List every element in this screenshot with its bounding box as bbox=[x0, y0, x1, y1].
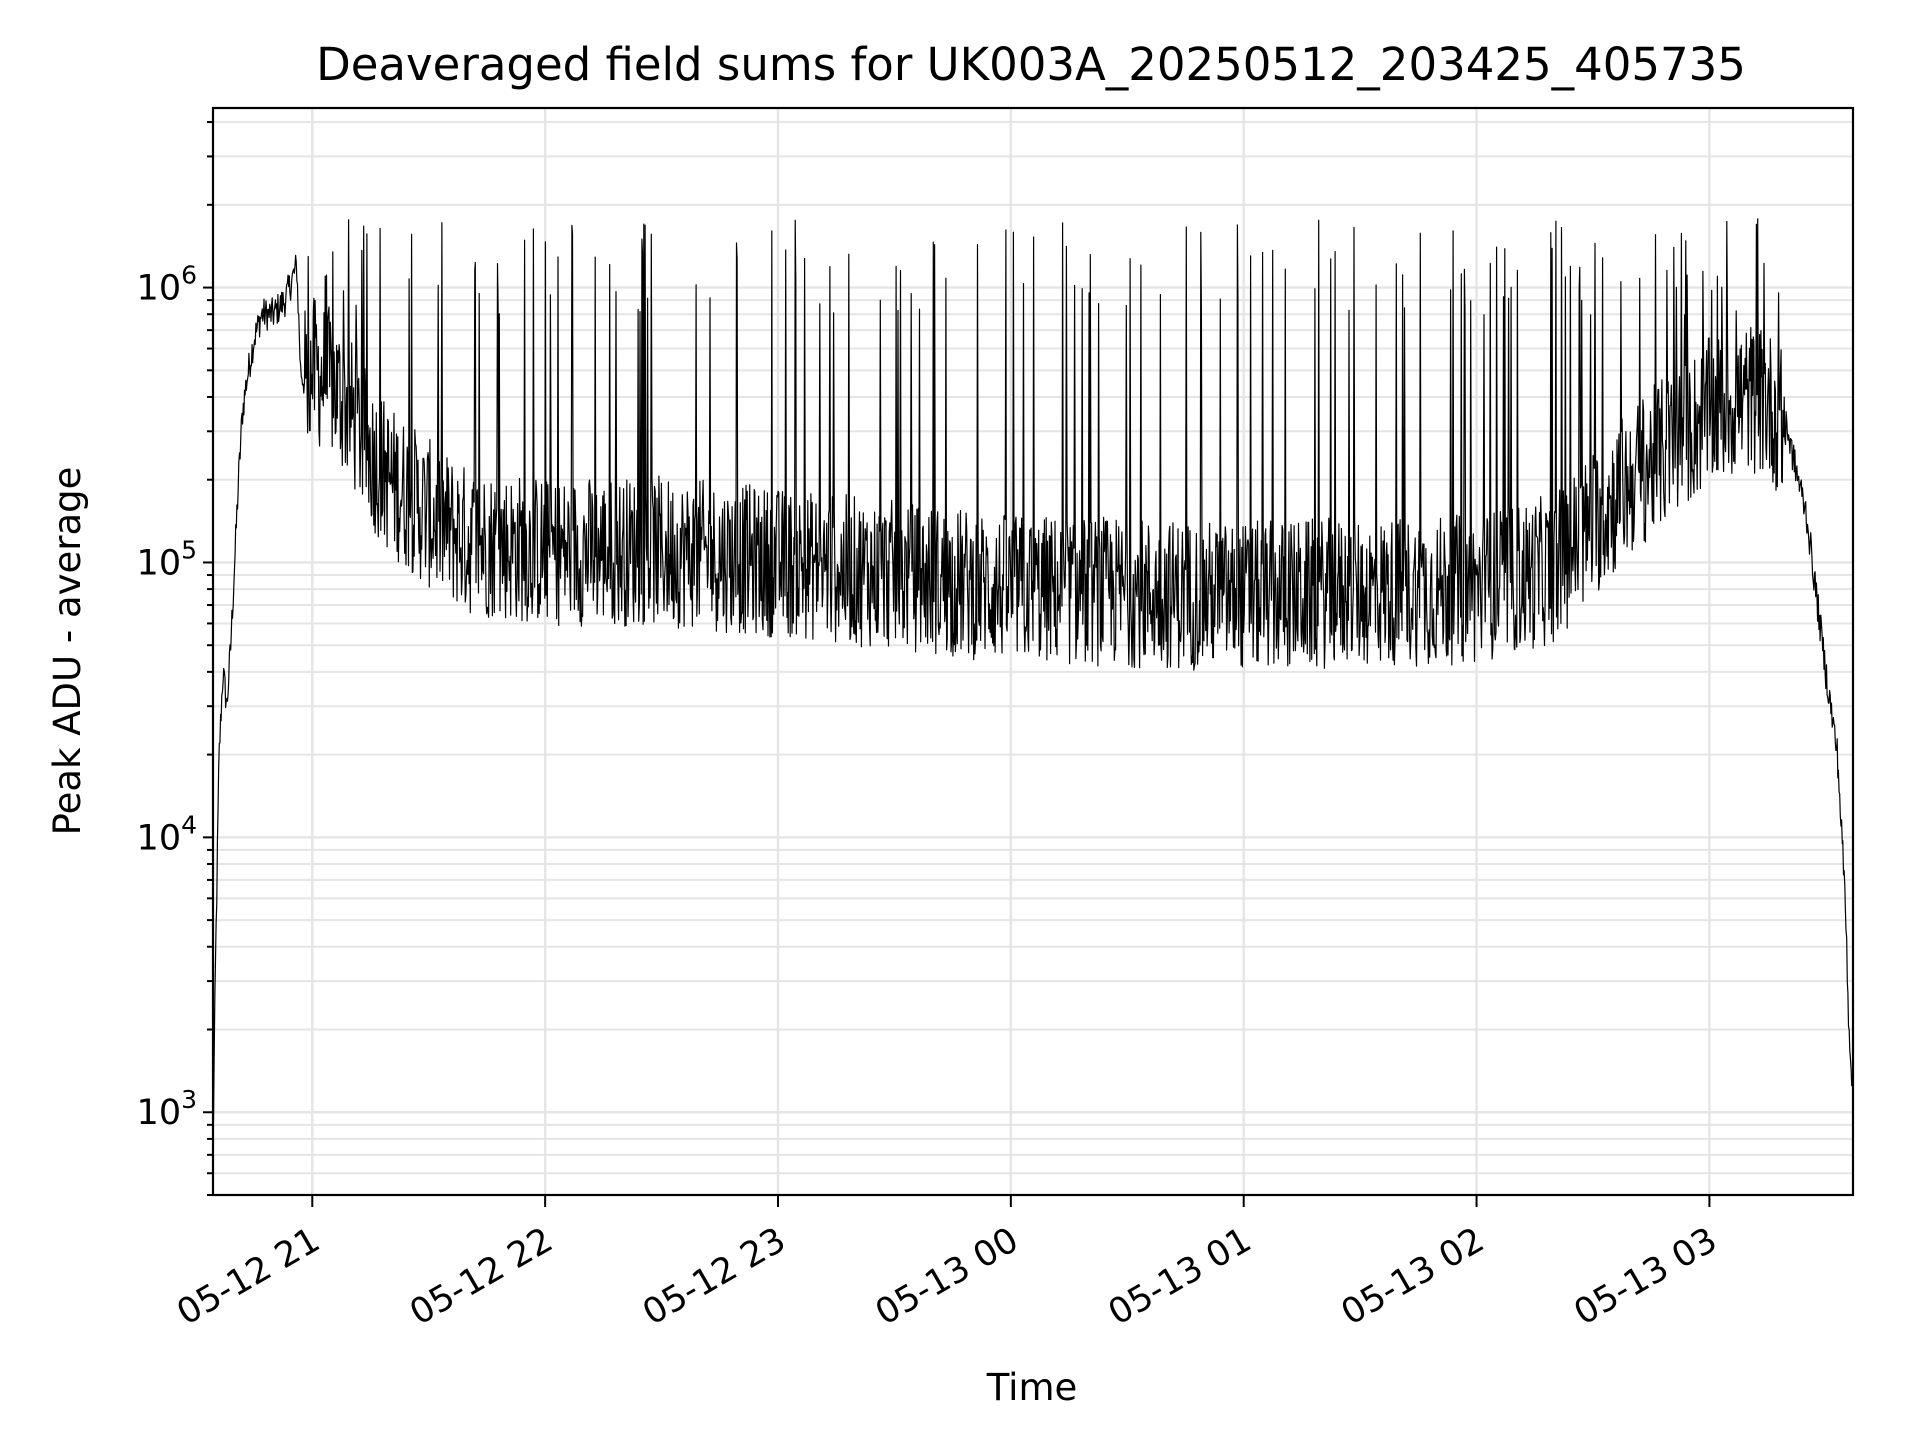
y-tick-base: 10 bbox=[137, 818, 182, 858]
y-tick-label: 105 bbox=[137, 535, 197, 583]
series-path bbox=[212, 218, 1854, 1150]
plot-frame bbox=[211, 106, 1855, 1197]
y-tick-label: 103 bbox=[137, 1085, 197, 1133]
y-tick-exponent: 4 bbox=[181, 810, 197, 839]
y-tick-exponent: 5 bbox=[181, 535, 197, 564]
y-tick-label: 106 bbox=[137, 261, 197, 309]
series-line bbox=[212, 218, 1854, 1150]
y-tick-base: 10 bbox=[137, 543, 182, 583]
y-tick-base: 10 bbox=[137, 269, 182, 309]
y-tick-exponent: 6 bbox=[181, 261, 197, 290]
y-axis-label: Peak ADU - average bbox=[46, 467, 89, 836]
x-axis-label: Time bbox=[986, 1366, 1078, 1409]
y-tick-exponent: 3 bbox=[181, 1085, 197, 1114]
y-tick-label: 104 bbox=[137, 810, 197, 858]
chart-title: Deaveraged field sums for UK003A_2025051… bbox=[316, 38, 1746, 91]
y-tick-base: 10 bbox=[137, 1093, 182, 1133]
